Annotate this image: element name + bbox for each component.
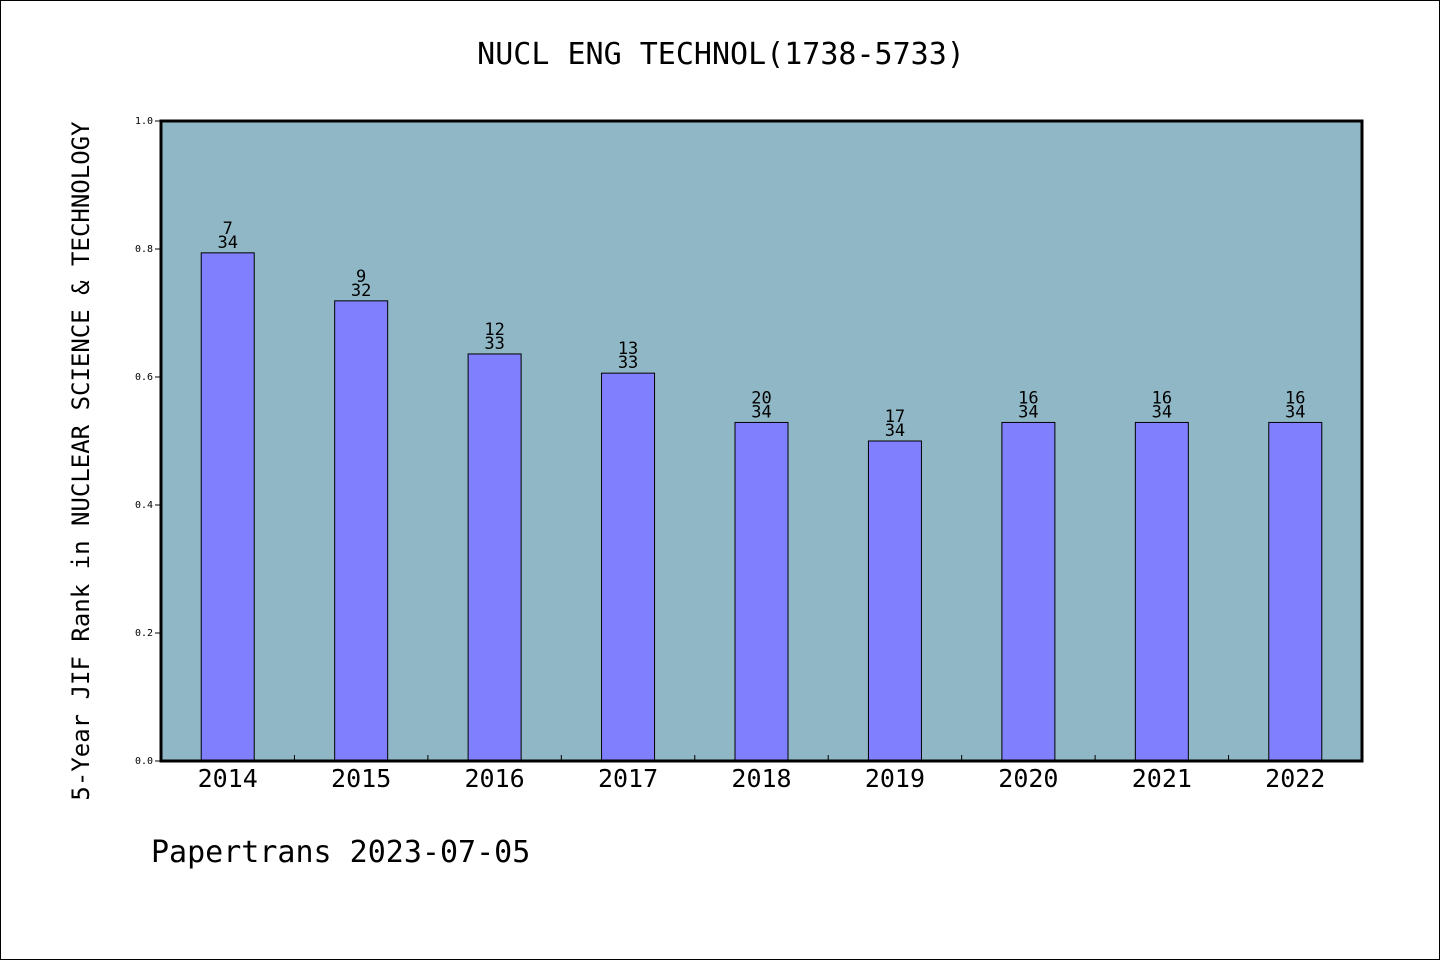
bar-2022 [1268, 421, 1323, 762]
plot-frame [159, 119, 1364, 763]
bar-2021 [1134, 421, 1189, 762]
x-tick-label: 2020 [998, 764, 1058, 793]
bars-layer [200, 252, 1323, 762]
bar-total-label: 34 [751, 402, 771, 422]
bar-rank-label: 9 [356, 267, 366, 287]
bar-total-label: 34 [885, 421, 905, 441]
y-tick-label: 0.8 [135, 244, 153, 255]
y-tick-label: 1.0 [135, 116, 153, 127]
bar-2020 [1001, 421, 1056, 762]
bar-total-label: 34 [1018, 402, 1038, 422]
bar-rank-label: 16 [1285, 388, 1305, 408]
y-tick-label: 0.4 [135, 500, 153, 511]
x-tick-label: 2022 [1265, 764, 1325, 793]
bar-2016 [467, 353, 522, 762]
bar-rank-label: 20 [751, 388, 771, 408]
x-tick-label: 2018 [731, 764, 791, 793]
bar-total-label: 33 [618, 353, 638, 373]
bar-rank-label: 16 [1018, 388, 1038, 408]
x-axis: 2014 2015 2016 2017 2018 2019 2020 2021 2022 [198, 755, 1325, 793]
x-tick-label: 2021 [1132, 764, 1192, 793]
x-tick-label: 2016 [465, 764, 525, 793]
bar-total-label: 34 [217, 233, 237, 253]
bar-rank-label: 12 [484, 320, 504, 340]
bar-total-label: 32 [351, 281, 371, 301]
bar-rank-label: 13 [618, 339, 638, 359]
bar-2014 [200, 252, 255, 762]
x-tick-label: 2015 [331, 764, 391, 793]
x-tick-label: 2019 [865, 764, 925, 793]
x-tick-label: 2017 [598, 764, 658, 793]
bar-total-label: 34 [1285, 402, 1305, 422]
y-tick-label: 0.6 [135, 372, 153, 383]
bar-2017 [601, 372, 656, 762]
y-axis-label: 5-Year JIF Rank in NUCLEAR SCIENCE & TEC… [67, 121, 95, 801]
bar-rank-label: 16 [1152, 388, 1172, 408]
bar-2018 [734, 421, 789, 762]
bar-total-label: 34 [1152, 402, 1172, 422]
y-tick-label: 0.2 [135, 628, 153, 639]
bar-rank-label: 7 [223, 219, 233, 239]
bar-2019 [867, 440, 922, 762]
bar-total-label: 33 [484, 334, 504, 354]
x-tick-label: 2014 [198, 764, 258, 793]
bar-rank-label: 17 [885, 407, 905, 427]
bar-2015 [334, 300, 389, 762]
y-axis: 0.0 0.2 0.4 0.6 0.8 1.0 [135, 116, 161, 767]
y-tick-label: 0.0 [135, 756, 153, 767]
chart-title: NUCL ENG TECHNOL(1738-5733) [477, 37, 965, 72]
footer-note: Papertrans 2023-07-05 [151, 835, 531, 870]
